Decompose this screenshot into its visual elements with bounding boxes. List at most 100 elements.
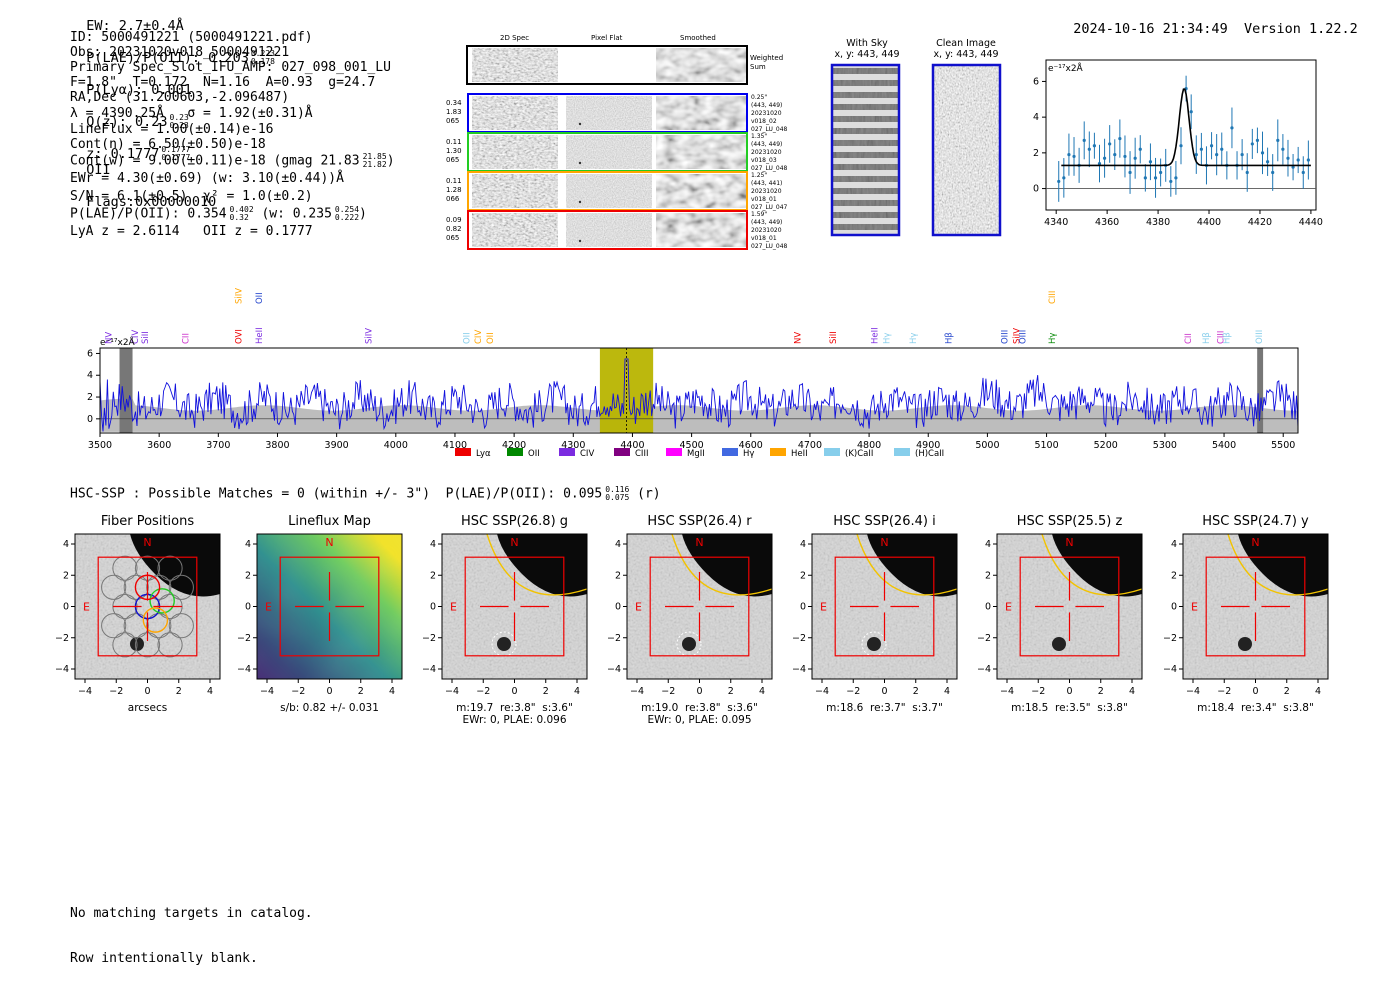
hsc-xtick-label: −4	[630, 686, 644, 697]
info-redshifts: LyA z = 2.6114 OII z = 0.1777	[70, 224, 313, 239]
spec-xtick-label: 5500	[1271, 440, 1295, 451]
fit-point	[1082, 138, 1086, 142]
spec-line-label: NV	[104, 332, 114, 344]
hsc-caption: s/b: 0.82 +/- 0.031	[232, 702, 427, 714]
row-right-label: 1.25" (443, 441) 20231020 v018_01 027_LU_047	[751, 172, 787, 212]
lineflux-noise	[257, 534, 402, 679]
spec-line-label: OII	[255, 292, 265, 304]
fit-point	[1067, 153, 1071, 157]
hsc-xtick-label: 0	[326, 686, 332, 697]
fit-point	[1097, 161, 1102, 166]
sky-stripe-dark	[832, 212, 899, 218]
hsc-xtick-label: 4	[1129, 686, 1135, 697]
spec-ticks: 3500 3600 3700 3800 3900 4000 4100 4200 4300 4400…	[87, 348, 1295, 451]
spec-xtick-label: 5200	[1094, 440, 1118, 451]
hsc-xtick-label: −2	[291, 686, 305, 697]
hsc-xtick-label: −4	[445, 686, 459, 697]
row-right-text: 1.35"	[751, 133, 768, 140]
weighted-sum-label: Weighted Sum	[750, 54, 784, 71]
search-box	[649, 556, 750, 657]
flat-defect	[578, 200, 582, 204]
hsc-caption-line1: m:18.6 re:3.7" s:3.7"	[826, 702, 943, 714]
hsc-xtick-label: 4	[574, 686, 580, 697]
hsc-ytick-label: −2	[237, 633, 251, 644]
hsc-ytick-label: 0	[985, 602, 991, 613]
row-left-text: 1.30	[446, 147, 462, 155]
plae2-w-lo: 0.222	[334, 213, 360, 222]
fit-point	[1128, 170, 1132, 175]
north-label: N	[880, 536, 888, 549]
hsc-ytick-label: 0	[1171, 602, 1177, 613]
with-sky-label: With Sky	[846, 38, 888, 49]
flat-defect	[578, 122, 582, 126]
row-right-text: v018_02	[751, 118, 777, 125]
fit-ytick-label: 0	[1033, 184, 1039, 195]
search-box	[1205, 556, 1306, 657]
fit-point	[1266, 160, 1270, 164]
east-label: E	[820, 601, 827, 614]
hsc-ytick-label: 0	[245, 602, 251, 613]
row-right-text: 027_LU_047	[751, 204, 788, 211]
hsc-ytick-label: 2	[1171, 570, 1177, 581]
fit-point	[1306, 158, 1310, 162]
gaia-ellipse	[856, 533, 958, 596]
fiber-circle	[101, 613, 127, 639]
hsc-panel-image: N E 4 2 0 −2 −4 −4 −2 0 2 4	[1163, 533, 1329, 697]
with-sky-title: With Sky x, y: 443, 449	[832, 38, 902, 60]
fit-point	[1255, 138, 1260, 142]
fit-xtick-label: 4420	[1248, 217, 1272, 228]
spec-xtick-label: 4300	[561, 440, 585, 451]
east-label: E	[1191, 601, 1198, 614]
spec-line-label: CII	[1184, 333, 1194, 344]
spec-flux-line	[99, 358, 1299, 432]
hsc-xtick-label: −2	[109, 686, 123, 697]
spec-xtick-label: 3700	[206, 440, 230, 451]
row-right-text: 1.25"	[751, 172, 768, 179]
north-label: N	[143, 536, 151, 549]
bright-source	[497, 534, 587, 597]
hsc-summary-text: HSC-SSP : Possible Matches = 0 (within +…	[70, 486, 603, 502]
row-right-text: 20231020	[751, 188, 782, 195]
info-radec: RA,Dec (31.200603,-2.096487)	[70, 90, 290, 105]
fit-ytick-label: 2	[1033, 148, 1039, 159]
legend-label: MgII	[687, 449, 705, 459]
hsc-xtick-label: −4	[815, 686, 829, 697]
search-box	[279, 556, 380, 657]
hsc-xtick-label: 0	[696, 686, 702, 697]
legend-label: OII	[528, 449, 540, 459]
col-pixelflat: Pixel Flat	[591, 34, 623, 42]
spec-line-label: Hβ	[1223, 332, 1233, 344]
gaia-ellipse	[1227, 533, 1329, 596]
fit-point	[1291, 165, 1295, 169]
row-left-label: 0.34 1.83 065	[446, 99, 462, 126]
hsc-ytick-label: −4	[792, 664, 806, 675]
fit-point	[1169, 179, 1173, 184]
east-label: E	[450, 601, 457, 614]
fit-point	[1250, 142, 1254, 146]
plae2-w-hi: 0.254	[334, 205, 360, 214]
row-pixelflat	[566, 135, 652, 169]
search-box	[1019, 556, 1120, 657]
fit-point	[1138, 147, 1142, 151]
hsc-xtick-label: 4	[759, 686, 765, 697]
sky-stripe	[832, 188, 899, 194]
spec-xtick-label: 3600	[147, 440, 171, 451]
spec-xtick-label: 5100	[1034, 440, 1058, 451]
spec-line-label: CIII	[1217, 331, 1227, 344]
legend-swatch	[507, 448, 523, 456]
hsc-ytick-label: 2	[430, 570, 436, 581]
sky-stripes	[832, 68, 899, 230]
spec-line-label: OVI	[235, 329, 245, 344]
fit-point	[1108, 142, 1112, 146]
header-bar: EW: 2.7±0.4Å P(LAE)/P(OII): 0.203 0.223 0.…	[70, 2, 275, 210]
sky-stripe-dark	[832, 224, 899, 230]
timestamp-block: 2024-10-16 21:34:49 Version 1.22.2	[1057, 5, 1358, 37]
plae-value: P(LAE)/P(OII): 0.203	[86, 50, 249, 66]
fit-point	[1189, 110, 1193, 114]
row-2dspec	[472, 135, 558, 169]
spec-xtick-label: 4100	[443, 440, 467, 451]
hsc-ytick-label: −2	[55, 633, 69, 644]
row-right-label: 1.59" (443, 449) 20231020 v018_01 027_LU_048	[751, 211, 787, 251]
fiber-circle	[157, 555, 183, 581]
